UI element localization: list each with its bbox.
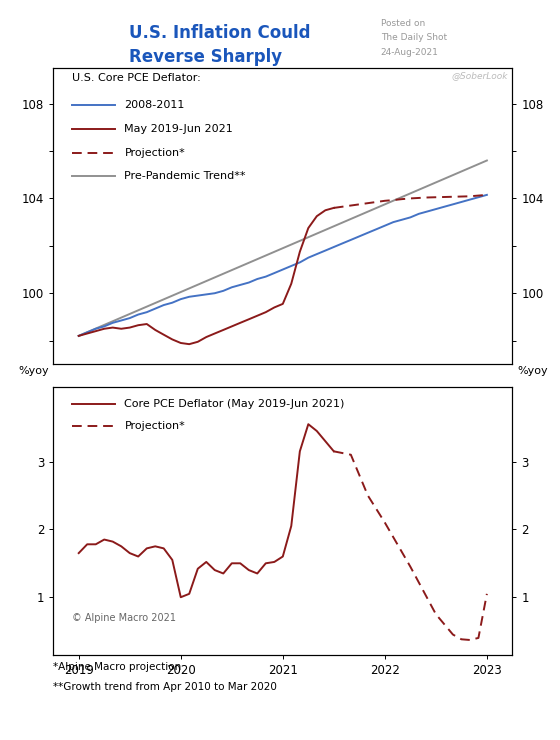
Text: Pre-Pandemic Trend**: Pre-Pandemic Trend** (124, 171, 246, 181)
Text: Projection*: Projection* (124, 421, 185, 431)
Text: %yoy: %yoy (18, 366, 49, 376)
Text: Core PCE Deflator (May 2019-Jun 2021): Core PCE Deflator (May 2019-Jun 2021) (124, 400, 345, 409)
Text: Posted on: Posted on (381, 18, 425, 27)
Text: Reverse Sharply: Reverse Sharply (129, 48, 282, 66)
Text: U.S. Inflation Could: U.S. Inflation Could (129, 24, 310, 41)
Text: U.S. Core PCE Deflator:: U.S. Core PCE Deflator: (72, 73, 200, 83)
Text: 2008-2011: 2008-2011 (124, 100, 185, 110)
Text: **Growth trend from Apr 2010 to Mar 2020: **Growth trend from Apr 2010 to Mar 2020 (53, 682, 277, 693)
Text: *Alpine Macro projection: *Alpine Macro projection (53, 662, 181, 673)
Text: © Alpine Macro 2021: © Alpine Macro 2021 (72, 613, 176, 623)
Text: May 2019-Jun 2021: May 2019-Jun 2021 (124, 124, 233, 134)
Text: @SoberLook: @SoberLook (451, 71, 508, 80)
Text: The Daily Shot: The Daily Shot (381, 33, 447, 42)
Text: Chart 9: Chart 9 (33, 31, 90, 44)
Text: 24-Aug-2021: 24-Aug-2021 (381, 48, 438, 57)
Text: Projection*: Projection* (124, 147, 185, 158)
Text: %yoy: %yoy (517, 366, 548, 376)
